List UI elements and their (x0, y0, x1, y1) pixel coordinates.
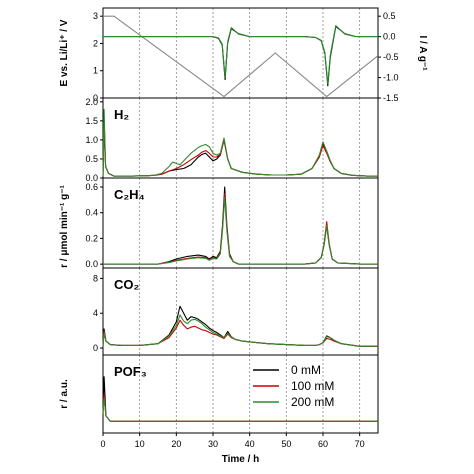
series-line-200-mm (103, 196, 378, 265)
y-tick-label: 1.5 (85, 116, 98, 126)
panel-label: H₂ (114, 107, 129, 122)
x-tick-label: 40 (245, 439, 255, 449)
y-right-tick-label: 0.5 (383, 11, 396, 21)
y-tick-label: 0.0 (85, 173, 98, 183)
y-right-tick-label: 0.0 (383, 32, 396, 42)
panel-frame (102, 354, 379, 434)
series-line-200-mm (102, 108, 378, 177)
x-tick-label: 70 (355, 439, 365, 449)
y-tick-label: 2.0 (85, 97, 98, 107)
y-tick-label: 0.6 (85, 182, 98, 192)
y-tick-label: 0.2 (85, 233, 98, 243)
y-axis-title-rate: r / μmol min⁻¹ g⁻¹ (59, 184, 70, 267)
x-tick-label: 30 (208, 439, 218, 449)
y-tick-label: 0 (93, 93, 98, 103)
y-tick-label: 4 (93, 308, 98, 318)
x-tick-label: 60 (318, 439, 328, 449)
y-axis-title-au: r / a.u. (59, 379, 70, 409)
series-line-current (103, 25, 378, 87)
y-tick-label: 0.4 (85, 208, 98, 218)
y-right-tick-label: -1.0 (383, 73, 399, 83)
x-tick-label: 10 (135, 439, 145, 449)
x-tick-label: 20 (171, 439, 181, 449)
series-line-100-mm (102, 319, 378, 347)
legend-label: 100 mM (291, 379, 334, 393)
series-line-100-mm (102, 393, 378, 422)
panel-label: C₂H₄ (114, 187, 145, 202)
y-tick-label: 8 (93, 273, 98, 283)
series-line-potential (103, 15, 379, 98)
panel-label: CO₂ (114, 277, 140, 292)
series-line-100-mm (103, 192, 378, 265)
panel-label: POF₃ (114, 364, 147, 379)
series-line-0-mm (102, 376, 378, 422)
y-tick-label: 1.0 (85, 135, 98, 145)
y-axis-title-current: I / A g⁻¹ (417, 35, 428, 71)
series-line-current (103, 25, 378, 85)
y-axis-title-potential: E vs. Li/Li⁺ / V (59, 19, 70, 86)
x-tick-label: 50 (281, 439, 291, 449)
series-line-200-mm (102, 314, 378, 347)
y-tick-label: 0 (93, 343, 98, 353)
legend-label: 0 mM (291, 363, 321, 377)
y-tick-label: 0.0 (85, 259, 98, 269)
y-right-tick-label: -1.5 (383, 93, 399, 103)
legend-label: 200 mM (291, 395, 334, 409)
y-tick-label: 0.5 (85, 154, 98, 164)
series-line-100-mm (102, 120, 378, 177)
x-axis-title: Time / h (222, 454, 260, 465)
series-line-0-mm (102, 124, 378, 177)
panel-frame (102, 7, 379, 99)
y-tick-label: 3 (93, 11, 98, 21)
panel-frame (102, 97, 379, 179)
series-line-200-mm (102, 397, 378, 422)
y-right-tick-label: -0.5 (383, 52, 399, 62)
y-tick-label: 2 (93, 38, 98, 48)
y-tick-label: 1 (93, 66, 98, 76)
x-tick-label: 0 (100, 439, 105, 449)
